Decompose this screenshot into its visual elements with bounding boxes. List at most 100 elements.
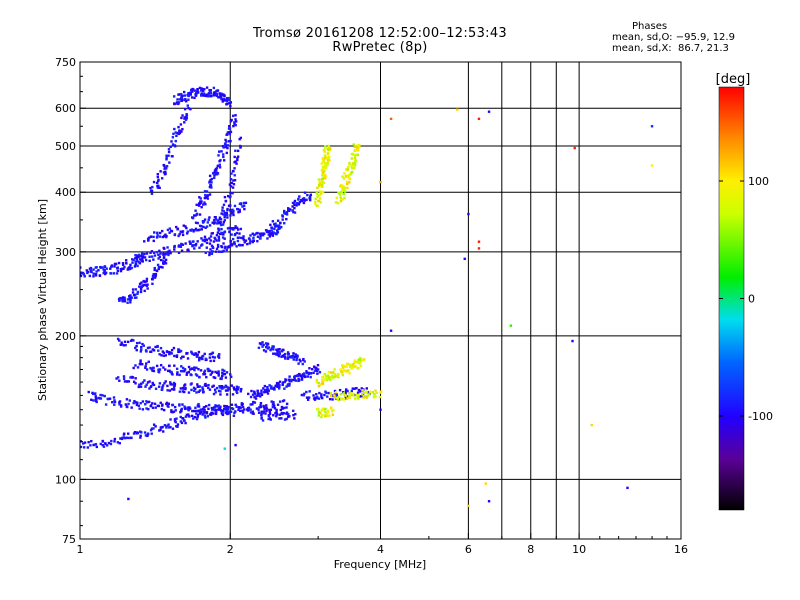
o-mode-echo-point — [229, 410, 233, 413]
o-mode-echo-point — [158, 231, 162, 235]
o-mode-echo-point — [292, 413, 295, 417]
o-mode-echo-point — [204, 383, 207, 386]
o-mode-echo-point — [305, 370, 308, 373]
o-mode-echo-point — [186, 230, 189, 233]
o-mode-echo-point — [284, 379, 288, 382]
o-mode-echo-point — [223, 369, 226, 373]
o-mode-echo-point — [152, 258, 155, 261]
o-mode-echo-point — [140, 348, 143, 351]
o-mode-echo-point — [165, 158, 168, 161]
o-mode-echo-point — [183, 121, 186, 124]
o-mode-echo-point — [216, 164, 220, 168]
x-mode-echo-point — [321, 180, 325, 184]
o-mode-echo-point — [198, 385, 202, 388]
o-mode-echo-point — [300, 377, 304, 380]
o-mode-echo-point — [128, 296, 131, 299]
o-mode-echo-point — [222, 210, 226, 213]
o-mode-echo-point — [259, 404, 262, 407]
o-mode-echo-point — [175, 367, 179, 371]
o-mode-echo-point — [269, 223, 272, 227]
o-mode-echo-point — [213, 176, 216, 180]
x-mode-echo-point — [323, 156, 327, 160]
o-mode-echo-point — [163, 164, 166, 167]
o-mode-echo-point — [217, 154, 220, 157]
o-mode-echo-point — [200, 89, 203, 92]
o-mode-echo-point — [317, 397, 321, 400]
o-mode-echo-point — [194, 387, 197, 391]
o-mode-echo-point — [283, 418, 287, 421]
o-mode-echo-point — [145, 277, 149, 281]
isolated-echo-point — [477, 247, 481, 250]
o-mode-echo-point — [139, 258, 142, 261]
o-mode-echo-point — [227, 386, 230, 390]
o-mode-echo-point — [294, 412, 297, 416]
x-mode-echo-point — [313, 200, 317, 204]
o-mode-echo-point — [136, 366, 140, 369]
o-mode-echo-point — [211, 172, 215, 175]
o-mode-echo-point — [171, 410, 174, 414]
o-mode-echo-point — [285, 417, 288, 421]
o-mode-echo-point — [194, 352, 197, 355]
o-mode-echo-point — [223, 195, 227, 199]
o-mode-echo-point — [194, 94, 198, 97]
x-mode-echo-point — [341, 175, 344, 178]
o-mode-echo-point — [200, 200, 203, 203]
x-mode-echo-point — [323, 173, 327, 177]
o-mode-echo-point — [307, 372, 311, 376]
x-mode-echo-point — [334, 374, 338, 378]
o-mode-echo-point — [104, 271, 108, 275]
x-mode-echo-point — [354, 153, 357, 157]
o-mode-echo-point — [239, 227, 243, 231]
x-mode-echo-point — [353, 397, 357, 400]
o-mode-echo-point — [281, 354, 284, 358]
o-mode-echo-point — [225, 151, 228, 155]
o-mode-echo-point — [213, 216, 217, 219]
o-mode-echo-point — [241, 405, 245, 409]
o-mode-echo-point — [121, 296, 124, 300]
x-mode-echo-point — [344, 394, 348, 397]
o-mode-echo-point — [179, 123, 183, 126]
o-mode-echo-point — [173, 102, 176, 105]
o-mode-echo-point — [124, 436, 127, 440]
o-mode-echo-point — [141, 255, 145, 259]
o-mode-echo-point — [102, 445, 106, 448]
o-mode-echo-point — [261, 341, 264, 344]
o-mode-echo-point — [149, 428, 153, 432]
o-mode-echo-point — [134, 401, 138, 404]
o-mode-echo-point — [270, 226, 274, 229]
o-mode-echo-point — [278, 385, 281, 389]
o-mode-echo-point — [209, 184, 213, 187]
o-mode-echo-point — [200, 411, 203, 414]
o-mode-echo-point — [184, 386, 187, 390]
o-mode-echo-point — [218, 159, 221, 163]
o-mode-echo-point — [320, 396, 324, 400]
x-mode-echo-point — [326, 409, 330, 413]
x-mode-echo-point — [336, 372, 340, 376]
o-mode-echo-point — [217, 237, 221, 241]
x-mode-echo-point — [333, 373, 337, 376]
o-mode-echo-point — [121, 263, 125, 266]
o-mode-echo-point — [94, 397, 98, 400]
o-mode-echo-point — [207, 407, 210, 411]
x-mode-echo-point — [321, 168, 324, 171]
o-mode-echo-point — [130, 266, 133, 270]
o-mode-echo-point — [193, 89, 197, 92]
x-mode-echo-point — [353, 156, 357, 160]
isolated-echo-point — [379, 408, 382, 411]
o-mode-echo-point — [275, 412, 278, 415]
o-mode-echo-point — [149, 404, 153, 407]
o-mode-echo-point — [157, 184, 160, 188]
o-mode-echo-point — [115, 272, 119, 275]
o-mode-echo-point — [193, 415, 197, 419]
o-mode-echo-point — [173, 244, 176, 248]
o-mode-echo-point — [131, 288, 135, 291]
o-mode-echo-point — [180, 92, 183, 96]
o-mode-echo-point — [195, 366, 198, 369]
o-mode-echo-point — [133, 265, 137, 268]
x-mode-echo-point — [345, 180, 349, 183]
o-mode-echo-point — [269, 418, 272, 421]
o-mode-echo-point — [147, 407, 150, 411]
o-mode-echo-point — [177, 244, 181, 247]
o-mode-echo-point — [199, 408, 203, 411]
